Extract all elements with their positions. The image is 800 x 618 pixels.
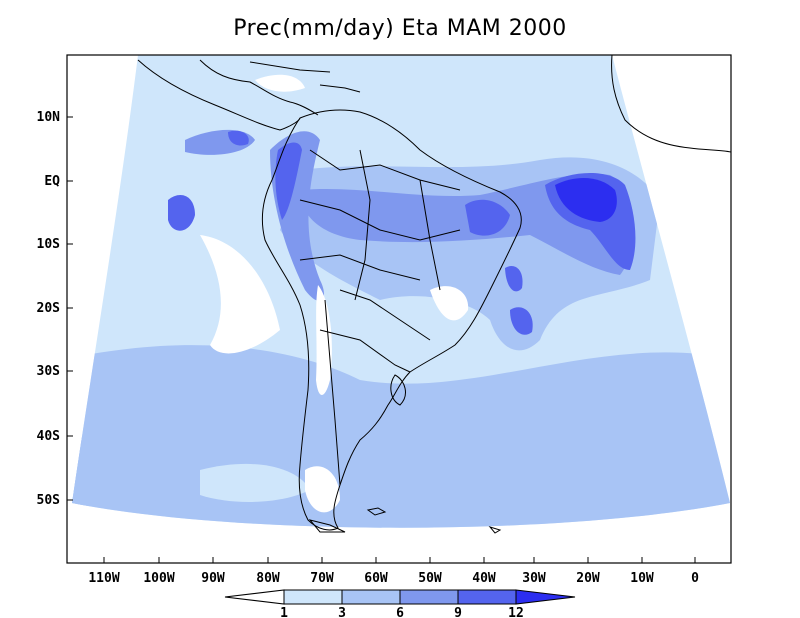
precip-andes-core <box>275 142 302 220</box>
dry-area-ne-brazil <box>430 286 469 321</box>
colorbar-bin <box>515 589 576 605</box>
plot-frame <box>66 54 732 564</box>
colorbar-bin <box>457 589 517 605</box>
x-tick-label: 20W <box>576 571 600 586</box>
x-tick-label: 50W <box>418 571 442 586</box>
colorbar-bin <box>283 589 343 605</box>
precip-band-south <box>72 345 730 528</box>
south-america-coast <box>261 109 522 531</box>
colorbar-bin <box>224 589 285 605</box>
precip-pacific-1-core <box>228 130 249 146</box>
colorbar-bin <box>341 589 401 605</box>
x-tick-label: 40W <box>472 571 496 586</box>
x-axis <box>103 557 696 563</box>
x-tick-label: 70W <box>310 571 334 586</box>
y-tick-label: 50S <box>37 493 61 508</box>
colorbar-label: 6 <box>396 606 404 618</box>
dry-area-patagonia <box>305 466 340 513</box>
y-tick-label: 20S <box>37 301 61 316</box>
colorbar-label: 12 <box>508 606 524 618</box>
dry-area-pacific-coast <box>200 235 280 354</box>
colorbar-label: 1 <box>280 606 288 618</box>
colorbar-label: 9 <box>454 606 462 618</box>
x-tick-label: 10W <box>630 571 654 586</box>
x-tick-label: 100W <box>143 571 174 586</box>
x-tick-label: 0 <box>691 571 699 586</box>
precip-sacz-1 <box>505 266 523 292</box>
y-tick-label: 30S <box>37 364 61 379</box>
y-tick-label: 10S <box>37 237 61 252</box>
dry-area-atacama <box>316 285 332 395</box>
y-axis <box>67 116 73 501</box>
precip-atlantic-max <box>555 178 617 222</box>
y-tick-label: EQ <box>44 174 60 189</box>
precip-south-heavy-1 <box>72 437 220 507</box>
map-title: Prec(mm/day) Eta MAM 2000 <box>233 16 567 41</box>
dry-area-caribbean <box>255 74 305 92</box>
africa-coast <box>611 55 731 153</box>
x-tick-label: 110W <box>88 571 119 586</box>
coastlines <box>137 55 731 534</box>
x-tick-label: 90W <box>201 571 225 586</box>
colorbar-label: 3 <box>338 606 346 618</box>
precip-pacific-2 <box>168 195 195 231</box>
precip-ne-brazil <box>465 199 510 236</box>
x-tick-label: 60W <box>364 571 388 586</box>
y-tick-label: 10N <box>37 110 61 125</box>
y-tick-label: 40S <box>37 429 61 444</box>
central-america-coast <box>137 59 301 131</box>
colorbar <box>224 589 576 605</box>
precip-sacz-2 <box>510 307 533 335</box>
colorbar-bin <box>399 589 459 605</box>
precip-south-light-1 <box>200 463 310 502</box>
x-tick-label: 30W <box>522 571 546 586</box>
x-tick-label: 80W <box>256 571 280 586</box>
